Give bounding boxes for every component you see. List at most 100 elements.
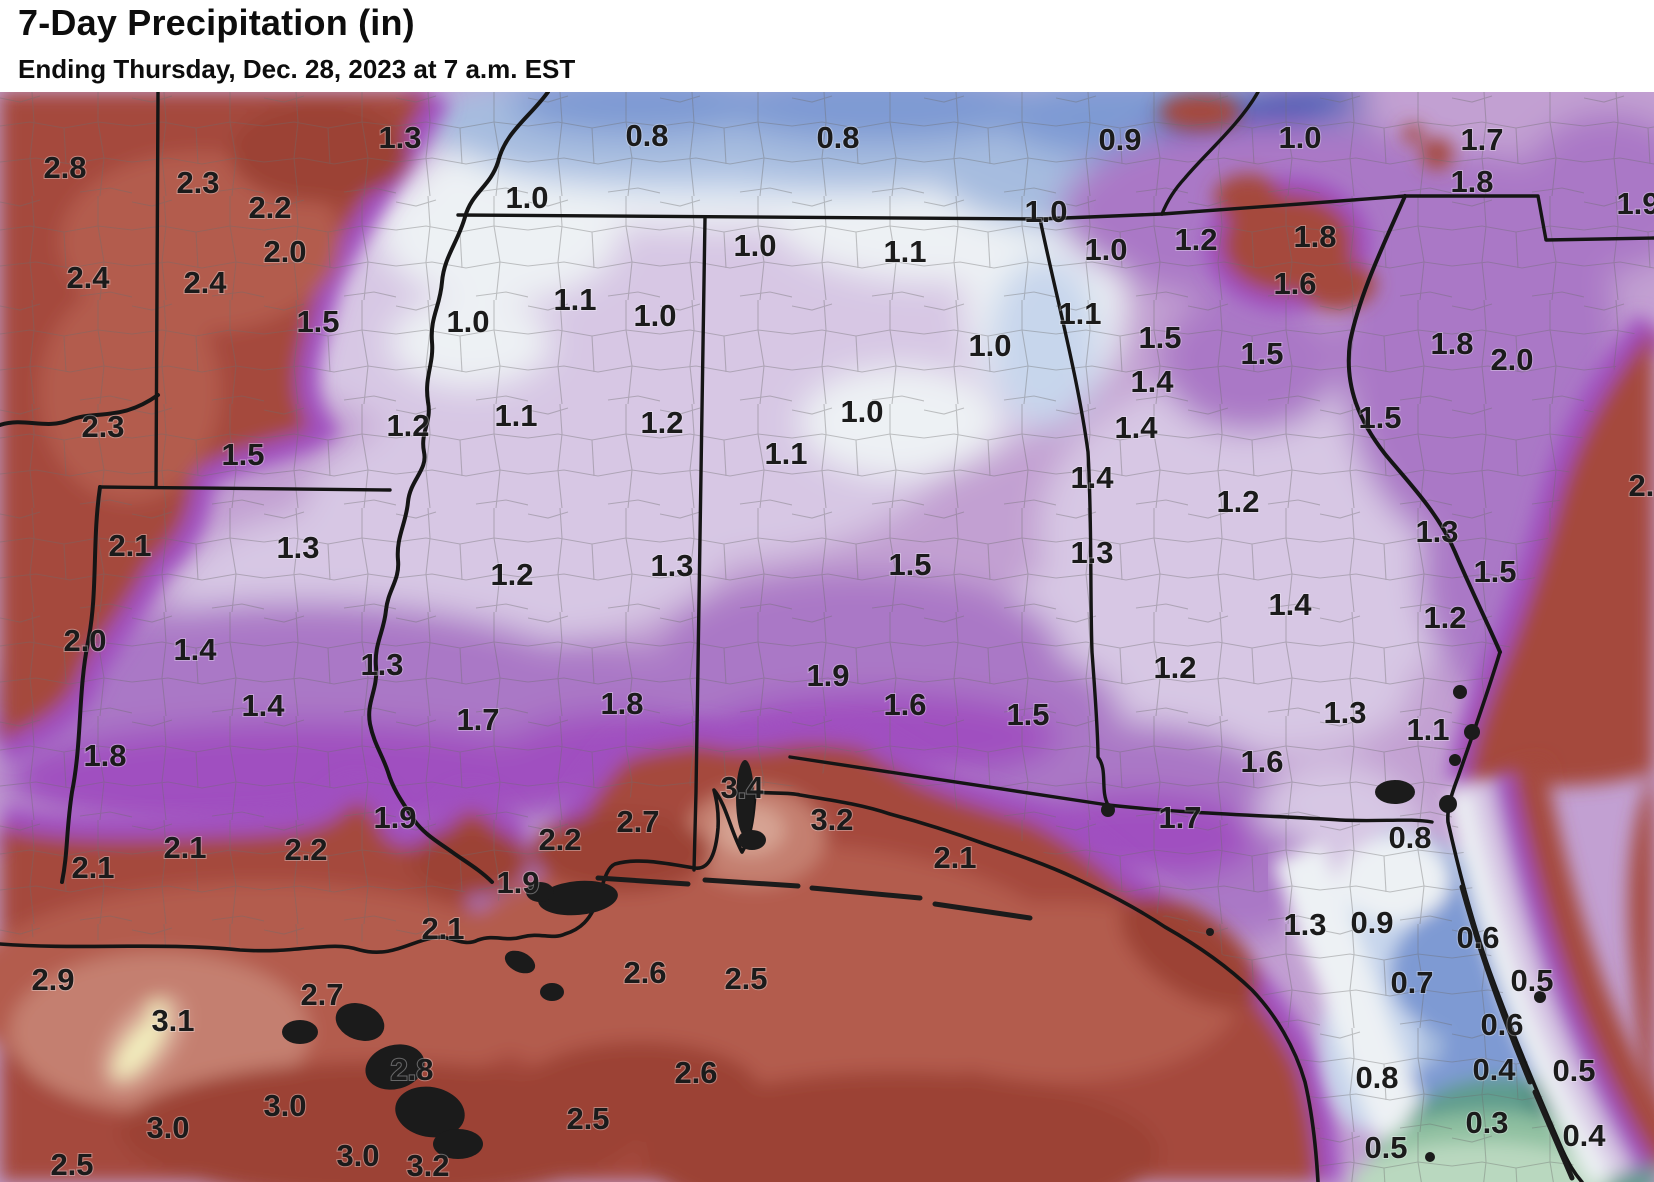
precip-value-label: 2.0 bbox=[263, 234, 306, 269]
border-nc-sc bbox=[1160, 194, 1654, 242]
precip-value-label: 3.0 bbox=[336, 1138, 379, 1173]
precip-value-label: 2.2 bbox=[248, 190, 291, 225]
border-ms-al bbox=[692, 216, 707, 872]
precip-value-label: 2.3 bbox=[81, 409, 124, 444]
precip-value-label: 2.1 bbox=[108, 528, 151, 563]
precip-value-label: 1.2 bbox=[1216, 484, 1259, 519]
precip-value-label: 1.5 bbox=[1240, 336, 1283, 371]
precip-value-label: 1.8 bbox=[600, 686, 643, 721]
precip-value-label: 1.2 bbox=[1423, 600, 1466, 635]
precip-value-label: 2.7 bbox=[300, 977, 343, 1012]
precip-value-label: 1.1 bbox=[553, 282, 596, 317]
precip-value-label: 2.4 bbox=[66, 260, 110, 295]
precip-value-label: 1.9 bbox=[496, 865, 539, 900]
border-ga-fl bbox=[1106, 803, 1434, 824]
precip-value-label: 3.2 bbox=[406, 1148, 449, 1182]
precip-value-label: 0.5 bbox=[1364, 1130, 1407, 1165]
precip-value-label: 1.1 bbox=[494, 398, 537, 433]
precip-value-label: 2.7 bbox=[616, 804, 659, 839]
state-borders bbox=[0, 92, 1654, 884]
precip-value-label: 1.4 bbox=[173, 632, 217, 667]
water-bodies bbox=[282, 685, 1546, 1162]
precip-value-label: 3.4 bbox=[720, 770, 764, 805]
precip-value-label: 1.3 bbox=[276, 530, 319, 565]
precip-value-label: 0.6 bbox=[1480, 1007, 1523, 1042]
precip-value-label: 1.8 bbox=[1450, 164, 1493, 199]
precip-value-label: 1.4 bbox=[241, 688, 285, 723]
savannah-river bbox=[1346, 194, 1502, 654]
precip-value-label: 1.0 bbox=[1024, 194, 1067, 229]
precipitation-map: 2.8 2.3 2.2 2.0 2.4 2.4 1.5 1.3 0.8 0.8 0.9 1.0 1.7 1… bbox=[0, 92, 1654, 1182]
precip-value-label: 1.0 bbox=[633, 298, 676, 333]
precip-value-label: 1.9 bbox=[806, 658, 849, 693]
precip-value-label: 1.0 bbox=[1278, 120, 1321, 155]
precip-value-label: 1.2 bbox=[386, 408, 429, 443]
precip-value-label: 1.4 bbox=[1268, 587, 1312, 622]
precip-value-label: 1.1 bbox=[1058, 296, 1101, 331]
precip-value-label: 2.0 bbox=[1490, 342, 1533, 377]
precip-value-label: 1.7 bbox=[1158, 800, 1201, 835]
precip-value-label: 1.3 bbox=[1323, 695, 1366, 730]
precip-value-label: 2.5 bbox=[724, 961, 767, 996]
precip-value-label: 1.3 bbox=[360, 647, 403, 682]
precip-value-label: 3.0 bbox=[263, 1088, 306, 1123]
map-header: 7-Day Precipitation (in) Ending Thursday… bbox=[0, 0, 1654, 92]
precip-value-label: 1.2 bbox=[1174, 222, 1217, 257]
map-area: 2.8 2.3 2.2 2.0 2.4 2.4 1.5 1.3 0.8 0.8 0.9 1.0 1.7 1… bbox=[0, 92, 1654, 1182]
precip-value-label: 1.5 bbox=[1138, 320, 1181, 355]
barrier-islands bbox=[595, 875, 1033, 921]
precip-value-label: 2.1 bbox=[933, 840, 976, 875]
precip-value-label: 0.8 bbox=[1355, 1060, 1398, 1095]
coastlines bbox=[0, 650, 1584, 1182]
map-subtitle: Ending Thursday, Dec. 28, 2023 at 7 a.m.… bbox=[18, 54, 576, 84]
precip-value-label: 0.8 bbox=[1388, 820, 1431, 855]
value-labels: 2.8 2.3 2.2 2.0 2.4 2.4 1.5 1.3 0.8 0.8 0.9 1.0 1.7 1… bbox=[30, 117, 1654, 1182]
precip-value-label: 1.8 bbox=[1430, 326, 1473, 361]
precip-value-label: 3.0 bbox=[146, 1110, 189, 1145]
precip-value-label: 1.1 bbox=[883, 234, 926, 269]
border-nc-ga bbox=[1160, 92, 1260, 216]
precip-value-label: 2.5 bbox=[566, 1101, 609, 1136]
precip-value-label: 1.3 bbox=[378, 120, 421, 155]
precip-value-label: 2.8 bbox=[43, 150, 86, 185]
precip-value-label: 2.6 bbox=[623, 955, 666, 990]
precip-value-label: 1.3 bbox=[1283, 907, 1326, 942]
precip-value-label: 1.0 bbox=[840, 394, 883, 429]
precip-value-label: 1.0 bbox=[733, 228, 776, 263]
precip-value-label: 1.0 bbox=[1084, 232, 1127, 267]
precip-value-label: 1.1 bbox=[1406, 712, 1449, 747]
precip-value-label: 2.2 bbox=[538, 822, 581, 857]
precip-value-label: 0.6 bbox=[1456, 920, 1499, 955]
precip-value-label: 2.6 bbox=[674, 1055, 717, 1090]
precip-value-label: 2.1 bbox=[421, 911, 464, 946]
indian-river-lagoon bbox=[1459, 884, 1575, 1181]
precip-value-label: 0.5 bbox=[1552, 1053, 1595, 1088]
precip-value-label: 2.4 bbox=[183, 265, 227, 300]
border-ar-la bbox=[98, 485, 392, 492]
precip-value-label: 1.5 bbox=[1358, 400, 1401, 435]
precip-value-label: 0.4 bbox=[1472, 1052, 1516, 1087]
precip-value-label: 0.5 bbox=[1510, 963, 1553, 998]
precip-value-label: 2.8 bbox=[390, 1052, 433, 1087]
precip-value-label: 1.5 bbox=[296, 304, 339, 339]
precip-value-label: 1.7 bbox=[456, 702, 499, 737]
red-river bbox=[0, 393, 160, 427]
precip-value-label: 0.9 bbox=[1098, 122, 1141, 157]
precip-value-label: 0.8 bbox=[816, 120, 859, 155]
precip-value-label: 1.5 bbox=[1006, 697, 1049, 732]
precip-value-label: 0.8 bbox=[625, 118, 668, 153]
precip-value-label: 1.6 bbox=[883, 687, 926, 722]
border-al-ga bbox=[1038, 217, 1110, 807]
precip-value-label: 1.2 bbox=[490, 557, 533, 592]
precip-value-label: 1.0 bbox=[968, 328, 1011, 363]
precip-value-label: 2.9 bbox=[31, 962, 74, 997]
precip-value-label: 1.5 bbox=[221, 437, 264, 472]
map-title: 7-Day Precipitation (in) bbox=[18, 2, 415, 43]
precip-value-label: 1.9 bbox=[1616, 186, 1654, 221]
precip-value-label: 1.4 bbox=[1130, 364, 1174, 399]
mississippi-river bbox=[367, 92, 550, 884]
precip-value-label: 1.0 bbox=[505, 180, 548, 215]
precip-value-label: 1.7 bbox=[1460, 122, 1503, 157]
precip-value-label: 1.2 bbox=[640, 405, 683, 440]
precip-value-label: 1.6 bbox=[1273, 266, 1316, 301]
